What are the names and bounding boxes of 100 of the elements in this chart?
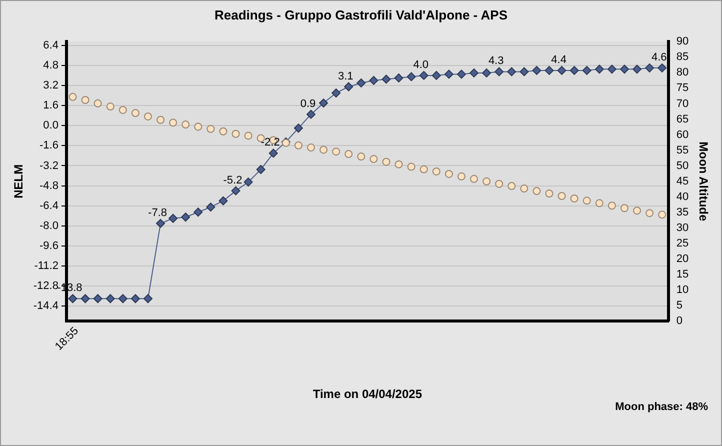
y2-tick-label: 85 (676, 51, 689, 64)
point (394, 160, 403, 168)
y-tick-label: -6.4 (40, 200, 58, 212)
point (508, 182, 516, 190)
point (582, 196, 591, 205)
point (106, 294, 115, 304)
point (406, 72, 416, 82)
data-label: 4.4 (551, 54, 566, 66)
y-tick-label: -4.8 (40, 180, 58, 192)
y2-tick-label: 35 (676, 206, 689, 218)
point (356, 78, 366, 88)
y-tick-label: -1.6 (40, 140, 58, 152)
point (370, 155, 378, 164)
point (482, 177, 491, 186)
data-label: -7.8 (148, 206, 167, 219)
point (169, 118, 178, 127)
point (93, 294, 102, 304)
point (256, 164, 266, 174)
point (382, 74, 391, 84)
point (68, 294, 78, 304)
y2-tick-label: 10 (676, 284, 689, 296)
y-tick-label: 4.8 (43, 59, 58, 72)
point (294, 141, 302, 150)
y2-tick-label: 60 (676, 128, 689, 141)
point (244, 178, 253, 187)
data-label: 4.6 (651, 51, 667, 64)
point (206, 202, 216, 212)
point (244, 132, 252, 140)
point (495, 180, 504, 188)
y-tick-label: 1.6 (43, 100, 58, 112)
point (558, 192, 566, 200)
point (532, 66, 542, 75)
point (319, 98, 328, 108)
point (633, 206, 642, 215)
point (68, 92, 77, 101)
y2-tick-label: 0 (676, 315, 682, 328)
point (544, 66, 554, 75)
point (419, 70, 428, 80)
point (344, 82, 354, 92)
y2-axis-title: Moon Altitude (696, 142, 710, 222)
point (520, 67, 529, 76)
y2-tick-label: 20 (676, 253, 689, 266)
data-label: 0.9 (300, 98, 316, 110)
point (594, 64, 604, 74)
point (232, 130, 240, 138)
point (570, 66, 579, 75)
y2-tick-label: 15 (676, 268, 689, 281)
point (369, 76, 378, 85)
x-axis-title: Time on 04/04/2025 (312, 387, 422, 402)
point (608, 202, 616, 210)
y2-tick-label: 5 (676, 300, 682, 312)
point (420, 165, 428, 174)
point (645, 63, 654, 72)
point (306, 110, 316, 119)
point (607, 64, 616, 74)
point (156, 218, 166, 228)
point (118, 294, 128, 304)
point (156, 116, 165, 124)
point (144, 112, 152, 120)
point (168, 214, 178, 223)
point (494, 67, 504, 76)
y2-tick-label: 80 (676, 66, 689, 79)
y2-tick-label: 25 (676, 238, 689, 250)
point (444, 70, 454, 79)
point (218, 196, 228, 206)
y2-tick-label: 55 (676, 144, 689, 156)
point (332, 88, 341, 98)
y2-tick-label: 45 (676, 175, 689, 188)
point (231, 186, 240, 196)
point (620, 204, 628, 212)
point (470, 174, 478, 183)
point (595, 199, 604, 208)
point (456, 70, 466, 79)
point (658, 210, 666, 219)
y2-tick-label: 40 (676, 190, 689, 203)
point (457, 172, 466, 180)
point (118, 106, 127, 114)
y-tick-label: 3.2 (43, 80, 58, 92)
point (382, 158, 390, 166)
point (545, 190, 554, 198)
point (470, 68, 479, 78)
data-label: 4.3 (488, 55, 504, 68)
point (407, 162, 416, 171)
point (181, 212, 190, 222)
y2-tick-label: 70 (676, 98, 689, 110)
point (306, 144, 315, 152)
y2-tick-label: 65 (676, 113, 689, 126)
point (194, 208, 203, 217)
point (432, 70, 441, 80)
point (320, 146, 328, 154)
point (206, 124, 215, 133)
point (182, 120, 190, 129)
point (81, 96, 90, 104)
point (570, 194, 578, 202)
point (332, 148, 340, 156)
point (394, 73, 404, 82)
point (106, 102, 114, 111)
data-label: 4.0 (413, 58, 428, 71)
point (444, 170, 453, 178)
point (94, 99, 102, 108)
